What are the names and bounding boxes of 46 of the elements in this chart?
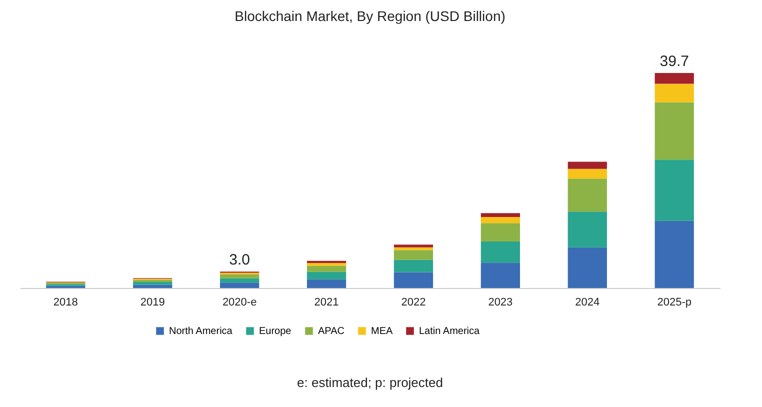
bar — [654, 102, 694, 160]
bar — [306, 260, 346, 264]
chart-title: Blockchain Market, By Region (USD Billion) — [234, 8, 506, 24]
bar — [480, 262, 520, 288]
bar — [306, 272, 346, 280]
x-tick-label: 2020-e — [222, 296, 257, 308]
annotation: 3.0 — [229, 252, 250, 269]
legend-label: MEA — [371, 326, 393, 337]
x-tick-label: 2019 — [140, 296, 165, 308]
bar — [654, 220, 694, 288]
bar — [568, 178, 607, 212]
legend-label: APAC — [318, 326, 344, 337]
x-tick-label: 2021 — [314, 296, 339, 308]
bar — [306, 266, 346, 272]
x-tick-label: 2022 — [401, 296, 426, 308]
legend-label: Europe — [259, 326, 292, 337]
legend-label: Latin America — [419, 326, 480, 337]
bar — [394, 244, 434, 248]
bar — [220, 274, 260, 278]
bar — [568, 247, 607, 288]
bar — [306, 279, 346, 288]
bar — [306, 263, 346, 266]
bar — [394, 260, 434, 272]
bar — [654, 84, 694, 102]
bar — [480, 242, 520, 263]
bar — [480, 213, 520, 218]
bar — [133, 284, 172, 288]
bar — [654, 73, 694, 84]
bar — [133, 282, 172, 285]
bar — [654, 160, 694, 221]
x-tick-label: 2024 — [575, 296, 600, 308]
bar — [220, 282, 260, 288]
text: e: estimated; p: projected — [297, 375, 443, 390]
annotation: 39.7 — [660, 53, 689, 70]
x-tick-label: 2018 — [53, 296, 78, 308]
bar — [568, 168, 607, 179]
bar — [220, 278, 260, 283]
bar — [480, 223, 520, 242]
x-tick-label: 2025-p — [657, 296, 692, 308]
bar — [394, 272, 434, 288]
bar — [568, 162, 607, 169]
legend-label: North America — [169, 326, 233, 337]
bar — [394, 250, 434, 260]
x-tick-label: 2023 — [488, 296, 513, 308]
bar — [568, 212, 607, 248]
bar — [480, 217, 520, 224]
